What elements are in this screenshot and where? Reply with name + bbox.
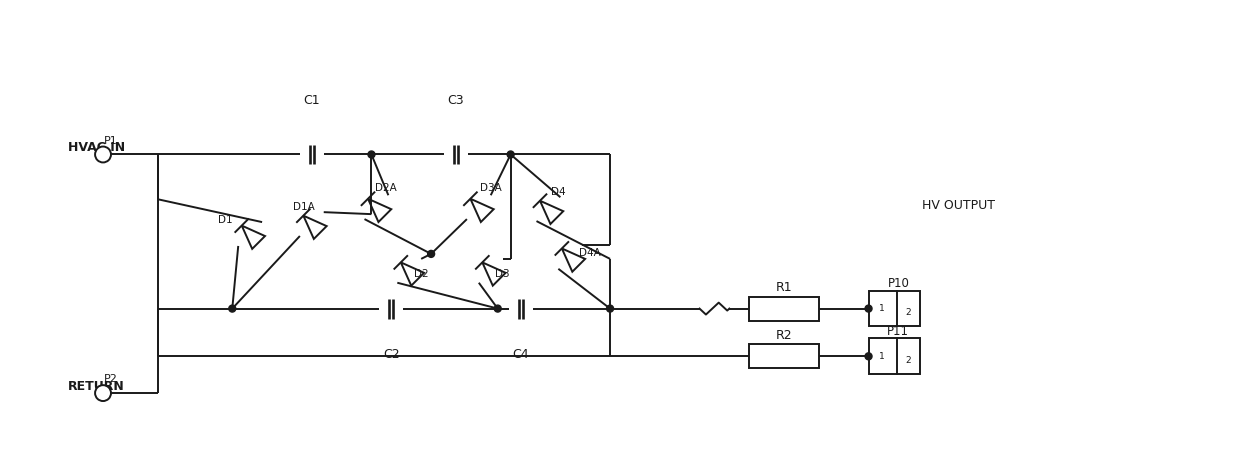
Text: P11: P11: [888, 324, 909, 337]
Text: P10: P10: [888, 277, 909, 289]
Circle shape: [95, 386, 112, 401]
Circle shape: [866, 353, 872, 360]
Bar: [868, 339, 920, 375]
Text: R1: R1: [776, 281, 792, 294]
Text: C3: C3: [448, 94, 464, 107]
Circle shape: [368, 152, 374, 159]
Text: D3: D3: [495, 268, 510, 278]
Text: RETURN: RETURN: [68, 379, 125, 392]
Text: D4: D4: [551, 187, 565, 197]
Bar: [749, 297, 818, 321]
Circle shape: [95, 147, 112, 163]
Circle shape: [229, 306, 236, 312]
Circle shape: [606, 306, 614, 312]
Text: P2: P2: [104, 373, 118, 383]
Text: D3A: D3A: [480, 183, 502, 193]
Text: D2: D2: [414, 268, 429, 278]
Circle shape: [428, 251, 434, 258]
Text: HVAC IN: HVAC IN: [68, 141, 125, 154]
Text: 2: 2: [905, 307, 911, 317]
Text: C2: C2: [383, 347, 399, 360]
Text: D2A: D2A: [376, 183, 397, 193]
Text: D1: D1: [218, 215, 233, 225]
Circle shape: [507, 152, 515, 159]
Circle shape: [495, 306, 501, 312]
Text: HV OUTPUT: HV OUTPUT: [921, 198, 994, 211]
Text: D1A: D1A: [293, 202, 315, 212]
Text: 1: 1: [879, 351, 884, 360]
Circle shape: [866, 306, 872, 312]
Text: C1: C1: [304, 94, 320, 107]
Bar: [868, 291, 920, 327]
Text: D4A: D4A: [579, 248, 601, 258]
Text: P1: P1: [104, 135, 118, 145]
Bar: [749, 345, 818, 368]
Text: R2: R2: [776, 328, 792, 341]
Text: 1: 1: [879, 304, 884, 312]
Text: C4: C4: [512, 347, 529, 360]
Text: 2: 2: [905, 355, 911, 364]
